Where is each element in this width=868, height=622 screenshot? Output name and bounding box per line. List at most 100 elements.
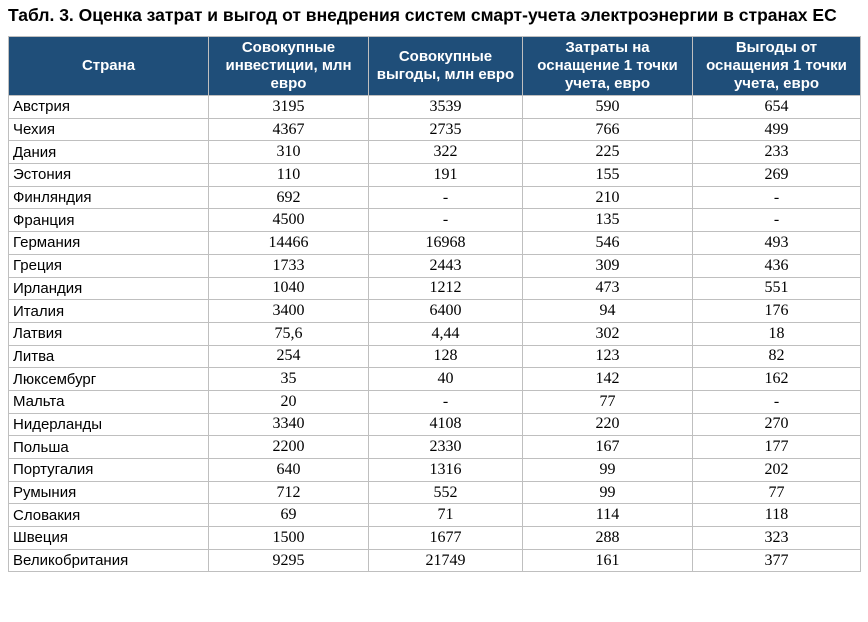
value-cell: 161 xyxy=(522,548,693,573)
value-cell: - xyxy=(368,208,523,233)
value-cell: 323 xyxy=(692,526,861,550)
value-cell: - xyxy=(692,208,861,233)
value-cell: 692 xyxy=(208,185,369,210)
value-cell: 162 xyxy=(692,367,861,391)
table-row: Италия 3400 6400 94 176 xyxy=(8,299,861,323)
value-cell: 590 xyxy=(522,95,693,119)
country-cell: Швеция xyxy=(8,526,209,550)
country-cell: Люксембург xyxy=(8,367,209,391)
table-caption: Табл. 3. Оценка затрат и выгод от внедре… xyxy=(8,5,837,25)
value-cell: 123 xyxy=(522,344,693,369)
value-cell: 269 xyxy=(692,163,861,187)
value-cell: 99 xyxy=(522,458,693,482)
value-cell: - xyxy=(692,389,861,414)
table-header: Страна Совокупные инвестиции, млн евро С… xyxy=(8,36,861,96)
value-cell: 2443 xyxy=(368,253,523,278)
value-cell: 288 xyxy=(522,526,693,550)
country-cell: Словакия xyxy=(8,503,209,528)
value-cell: 233 xyxy=(692,140,861,165)
table-row: Румыния 712 552 99 77 xyxy=(8,480,861,505)
data-table: Страна Совокупные инвестиции, млн евро С… xyxy=(8,36,861,573)
value-cell: 40 xyxy=(368,367,523,391)
value-cell: 3539 xyxy=(368,95,523,119)
table-row: Великобритания 9295 21749 161 377 xyxy=(8,548,861,573)
country-cell: Франция xyxy=(8,208,209,233)
table-row: Ирландия 1040 1212 473 551 xyxy=(8,276,861,301)
value-cell: 20 xyxy=(208,389,369,414)
value-cell: 118 xyxy=(692,503,861,528)
value-cell: 1040 xyxy=(208,276,369,301)
value-cell: 77 xyxy=(692,480,861,505)
value-cell: 155 xyxy=(522,163,693,187)
country-cell: Польша xyxy=(8,435,209,459)
column-header-country: Страна xyxy=(8,36,209,96)
value-cell: 177 xyxy=(692,435,861,459)
value-cell: 220 xyxy=(522,412,693,437)
value-cell: - xyxy=(368,389,523,414)
value-cell: 210 xyxy=(522,185,693,210)
country-cell: Австрия xyxy=(8,95,209,119)
column-header-benefits: Совокупные выгоды, млн евро xyxy=(368,36,523,96)
value-cell: 270 xyxy=(692,412,861,437)
value-cell: 310 xyxy=(208,140,369,165)
country-cell: Нидерланды xyxy=(8,412,209,437)
table-row: Дания 310 322 225 233 xyxy=(8,140,861,165)
table-row: Латвия 75,6 4,44 302 18 xyxy=(8,321,861,346)
table-row: Финляндия 692-210- xyxy=(8,185,861,210)
table-body: Австрия 3195 3539 590 654 Чехия 4367 2735 766 499… xyxy=(8,95,861,573)
value-cell: 377 xyxy=(692,548,861,573)
value-cell: 1677 xyxy=(368,526,523,550)
value-cell: 18 xyxy=(692,321,861,346)
value-cell: 4500 xyxy=(208,208,369,233)
value-cell: 2200 xyxy=(208,435,369,459)
value-cell: 2735 xyxy=(368,117,523,142)
column-header-investments: Совокупные инвестиции, млн евро xyxy=(208,36,369,96)
value-cell: 77 xyxy=(522,389,693,414)
country-cell: Португалия xyxy=(8,458,209,482)
value-cell: 142 xyxy=(522,367,693,391)
table-row: Нидерланды 3340 4108 220 270 xyxy=(8,412,861,437)
table-row: Литва 254 128 123 82 xyxy=(8,344,861,369)
value-cell: 176 xyxy=(692,299,861,323)
header-row: Страна Совокупные инвестиции, млн евро С… xyxy=(8,36,861,96)
value-cell: 712 xyxy=(208,480,369,505)
country-cell: Италия xyxy=(8,299,209,323)
value-cell: 473 xyxy=(522,276,693,301)
country-cell: Чехия xyxy=(8,117,209,142)
value-cell: 35 xyxy=(208,367,369,391)
value-cell: 114 xyxy=(522,503,693,528)
value-cell: 191 xyxy=(368,163,523,187)
table-row: Словакия 69 71 114 118 xyxy=(8,503,861,528)
value-cell: 82 xyxy=(692,344,861,369)
value-cell: 69 xyxy=(208,503,369,528)
value-cell: 2330 xyxy=(368,435,523,459)
country-cell: Мальта xyxy=(8,389,209,414)
value-cell: 9295 xyxy=(208,548,369,573)
table-row: Польша 2200 2330 167 177 xyxy=(8,435,861,459)
value-cell: - xyxy=(368,185,523,210)
value-cell: 493 xyxy=(692,231,861,255)
value-cell: 254 xyxy=(208,344,369,369)
value-cell: 110 xyxy=(208,163,369,187)
value-cell: 552 xyxy=(368,480,523,505)
table-row: Эстония 110 191 155 269 xyxy=(8,163,861,187)
value-cell: 766 xyxy=(522,117,693,142)
country-cell: Дания xyxy=(8,140,209,165)
country-cell: Эстония xyxy=(8,163,209,187)
value-cell: 75,6 xyxy=(208,321,369,346)
value-cell: 202 xyxy=(692,458,861,482)
value-cell: - xyxy=(692,185,861,210)
value-cell: 654 xyxy=(692,95,861,119)
value-cell: 1733 xyxy=(208,253,369,278)
table-row: Люксембург 35 40 142 162 xyxy=(8,367,861,391)
value-cell: 71 xyxy=(368,503,523,528)
value-cell: 128 xyxy=(368,344,523,369)
table-row: Мальта 20-77- xyxy=(8,389,861,414)
value-cell: 1212 xyxy=(368,276,523,301)
value-cell: 322 xyxy=(368,140,523,165)
value-cell: 546 xyxy=(522,231,693,255)
table-row: Швеция 1500 1677 288 323 xyxy=(8,526,861,550)
country-cell: Великобритания xyxy=(8,548,209,573)
value-cell: 436 xyxy=(692,253,861,278)
value-cell: 1500 xyxy=(208,526,369,550)
